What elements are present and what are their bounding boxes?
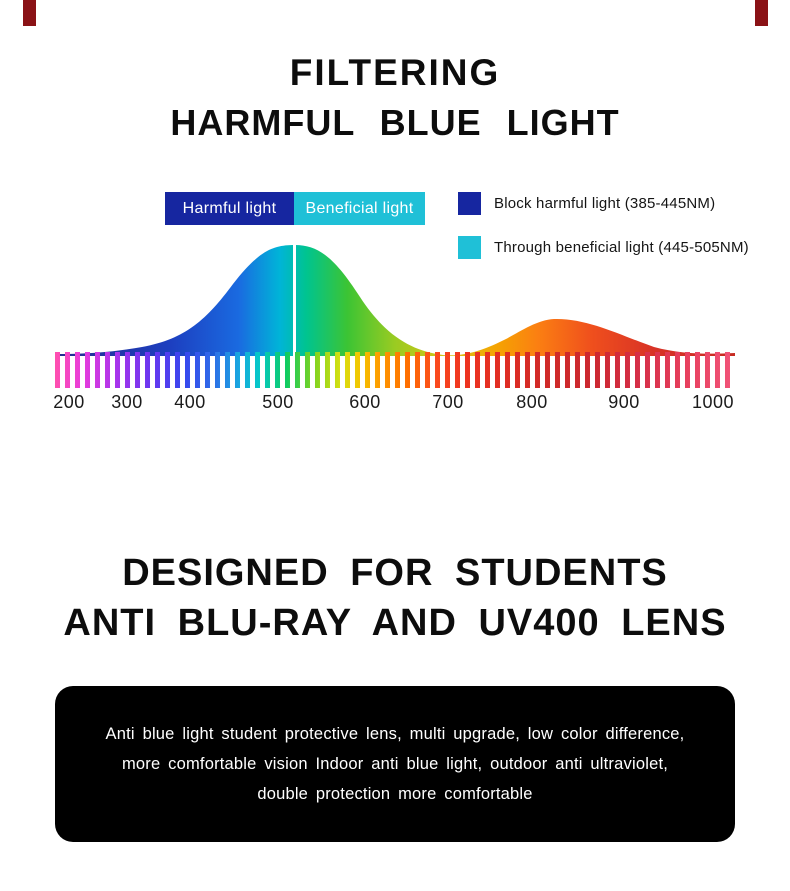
spectrum-area xyxy=(55,245,735,356)
description-panel: Anti blue light student protective lens,… xyxy=(55,686,735,842)
x-tick-300: 300 xyxy=(111,392,143,412)
subtitle-line-1: DESIGNED FOR STUDENTS xyxy=(122,552,668,594)
spectrum-curve xyxy=(55,245,735,356)
corner-mark-left xyxy=(23,0,36,26)
legend-item-beneficial: Through beneficial light (445-505NM) xyxy=(458,236,749,259)
band-beneficial-label: Beneficial light xyxy=(305,199,414,217)
x-tick-500: 500 xyxy=(262,392,294,412)
title-line-1: FILTERING xyxy=(289,52,501,93)
x-tick-600: 600 xyxy=(349,392,381,412)
x-tick-400: 400 xyxy=(174,392,206,412)
x-tick-900: 900 xyxy=(608,392,640,412)
rainbow-tick-bar xyxy=(55,352,735,388)
subtitle-line-2: ANTI BLU-RAY AND UV400 LENS xyxy=(63,602,727,644)
title-line-2: HARMFUL BLUE LIGHT xyxy=(170,102,620,143)
band-beneficial-light: Beneficial light xyxy=(294,192,425,225)
beneficial-color-swatch xyxy=(458,236,481,259)
band-harmful-label: Harmful light xyxy=(182,199,277,217)
x-tick-700: 700 xyxy=(432,392,464,412)
x-tick-200: 200 xyxy=(53,392,85,412)
band-harmful-light: Harmful light xyxy=(165,192,294,225)
legend-label-beneficial: Through beneficial light (445-505NM) xyxy=(494,239,749,256)
description-line-2: more comfortable vision Indoor anti blue… xyxy=(121,755,669,773)
peak-divider-line xyxy=(293,245,296,356)
description-line-1: Anti blue light student protective lens,… xyxy=(105,725,685,743)
description-line-3: double protection more comfortable xyxy=(257,785,533,803)
legend-label-harmful: Block harmful light (385-445NM) xyxy=(494,195,716,212)
corner-mark-right xyxy=(755,0,768,26)
legend-item-harmful: Block harmful light (385-445NM) xyxy=(458,192,715,215)
x-tick-1000: 1000 xyxy=(691,392,735,412)
x-tick-800: 800 xyxy=(516,392,548,412)
harmful-color-swatch xyxy=(458,192,481,215)
